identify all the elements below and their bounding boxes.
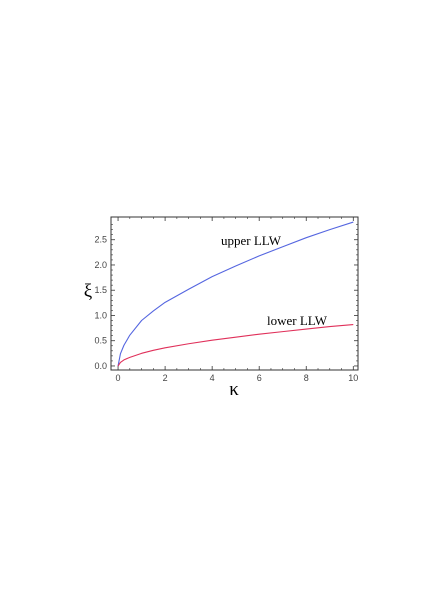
- series-line-lower: [117, 324, 354, 367]
- tick-labels: 0 2 4 6 8 10 0.0 0.5 1.0 1.5 2.0 2.5: [94, 235, 358, 383]
- x-tick-label: 8: [304, 373, 309, 383]
- x-tick-label: 4: [210, 373, 215, 383]
- plot-frame: [110, 216, 359, 371]
- y-tick-label: 0.0: [94, 361, 107, 371]
- annotation-lower-llw: lower LLW: [267, 313, 328, 328]
- y-tick-label: 0.5: [94, 336, 107, 346]
- y-tick-label: 2.5: [94, 235, 107, 245]
- x-tick-label: 10: [348, 373, 358, 383]
- x-axis-title: κ: [229, 379, 239, 400]
- x-tick-label: 2: [163, 373, 168, 383]
- series-line-upper: [117, 221, 354, 367]
- y-tick-label: 1.0: [94, 310, 107, 320]
- x-tick-label: 6: [257, 373, 262, 383]
- series-group: [117, 221, 354, 367]
- ticks: [111, 217, 358, 370]
- y-tick-label: 2.0: [94, 260, 107, 270]
- y-tick-label: 1.5: [94, 285, 107, 295]
- y-axis-title: ξ: [84, 281, 93, 302]
- x-tick-label: 0: [116, 373, 121, 383]
- annotation-upper-llw: upper LLW: [221, 233, 282, 248]
